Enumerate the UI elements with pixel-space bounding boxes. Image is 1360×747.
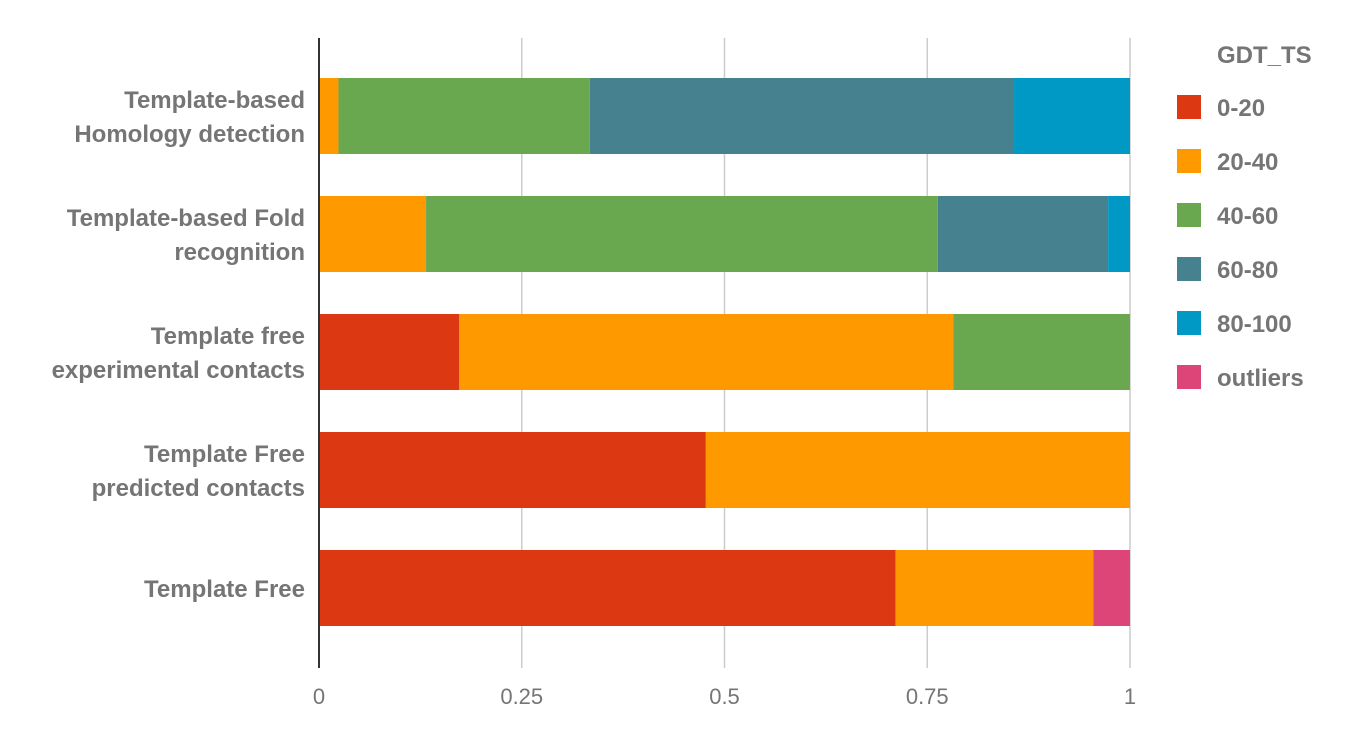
category-labels: Template-based Homology detection Template… [52, 87, 305, 603]
category-label: Template Free [144, 576, 305, 603]
bar-segment-40-60-cat-1 [426, 196, 938, 272]
bar-segment-20-40-cat-4 [895, 550, 1094, 626]
legend-swatch-20-40 [1177, 149, 1201, 173]
bar-segment-60-80-cat-0 [589, 78, 1015, 154]
legend-label-80-100: 80-100 [1217, 311, 1292, 338]
bar-segment-80-100-cat-1 [1108, 196, 1130, 272]
bar-segment-0-20-cat-4 [319, 550, 896, 626]
bar-segment-0-20-cat-2 [319, 314, 460, 390]
legend-swatch-60-80 [1177, 257, 1201, 281]
bar-segment-40-60-cat-2 [953, 314, 1130, 390]
bar-segment-20-40-cat-0 [319, 78, 339, 154]
x-tick-label: 0.5 [709, 684, 740, 709]
legend-label-40-60: 40-60 [1217, 203, 1278, 230]
bar-segment-40-60-cat-0 [338, 78, 590, 154]
category-label: Homology detection [74, 121, 305, 148]
legend-label-60-80: 60-80 [1217, 257, 1278, 284]
legend-title: GDT_TS [1217, 42, 1312, 69]
bars [319, 78, 1130, 626]
bar-segment-80-100-cat-0 [1014, 78, 1130, 154]
legend-swatch-80-100 [1177, 311, 1201, 335]
category-label: Template Free [144, 441, 305, 468]
x-tick-label: 1 [1124, 684, 1136, 709]
legend: GDT_TS 0-20 20-40 40-60 60-80 80-100 outliers [1177, 42, 1312, 392]
bar-segment-20-40-cat-2 [459, 314, 954, 390]
x-tick-label: 0.75 [906, 684, 949, 709]
legend-label-20-40: 20-40 [1217, 149, 1278, 176]
bar-segment-20-40-cat-3 [705, 432, 1130, 508]
bar-segment-20-40-cat-1 [319, 196, 427, 272]
category-label: predicted contacts [92, 475, 305, 502]
category-label: experimental contacts [52, 357, 305, 384]
category-label: Template-based [124, 87, 305, 114]
x-tick-label: 0 [313, 684, 325, 709]
legend-swatch-40-60 [1177, 203, 1201, 227]
bar-segment-outliers-cat-4 [1093, 550, 1130, 626]
axis: 0 0.25 0.5 0.75 1 [313, 38, 1136, 709]
legend-label-outliers: outliers [1217, 365, 1304, 392]
category-label: recognition [174, 239, 305, 266]
legend-swatch-0-20 [1177, 95, 1201, 119]
bar-segment-60-80-cat-1 [937, 196, 1109, 272]
x-tick-label: 0.25 [500, 684, 543, 709]
legend-label-0-20: 0-20 [1217, 95, 1265, 122]
legend-swatch-outliers [1177, 365, 1201, 389]
category-label: Template-based Fold [67, 205, 305, 232]
bar-segment-0-20-cat-3 [319, 432, 706, 508]
category-label: Template free [151, 323, 305, 350]
